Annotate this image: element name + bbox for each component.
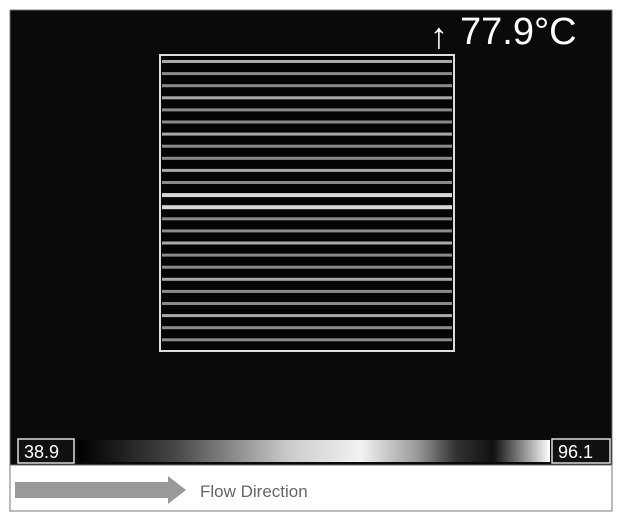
channel-stripe — [162, 157, 452, 160]
channel-stripe — [162, 242, 452, 245]
color-bar — [78, 440, 550, 462]
channel-stripe — [162, 145, 452, 148]
channel-stripe — [162, 121, 452, 124]
channel-stripe — [162, 96, 452, 99]
arrow-icon: ↑ — [430, 15, 448, 56]
channel-stripe — [162, 266, 452, 269]
temperature-readout: 77.9°C — [460, 11, 577, 53]
channel-stripe — [162, 290, 452, 293]
channel-stripe — [162, 229, 452, 232]
channel-stripe — [162, 108, 452, 111]
thermal-screen: ↑ 77.9°C 38.9 96.1 Flow Direction — [0, 0, 622, 513]
channel-stripe — [162, 302, 452, 305]
channel-stripe — [162, 169, 452, 172]
panel — [160, 55, 454, 351]
scale-max: 96.1 — [558, 442, 593, 462]
channel-stripe — [162, 326, 452, 329]
channel-stripe — [162, 314, 452, 317]
channel-stripe — [162, 205, 452, 209]
channel-stripe — [162, 193, 452, 197]
scale-min: 38.9 — [24, 442, 59, 462]
panel-frame — [160, 55, 454, 351]
channel-stripe — [162, 84, 452, 87]
flow-legend: Flow Direction — [200, 482, 308, 501]
channel-stripe — [162, 60, 452, 63]
channel-stripe — [162, 254, 452, 257]
channel-stripe — [162, 217, 452, 220]
channel-stripe — [162, 133, 452, 136]
channel-stripe — [162, 72, 452, 75]
channel-stripe — [162, 338, 452, 341]
channel-stripe — [162, 181, 452, 184]
channel-stripe — [162, 278, 452, 281]
